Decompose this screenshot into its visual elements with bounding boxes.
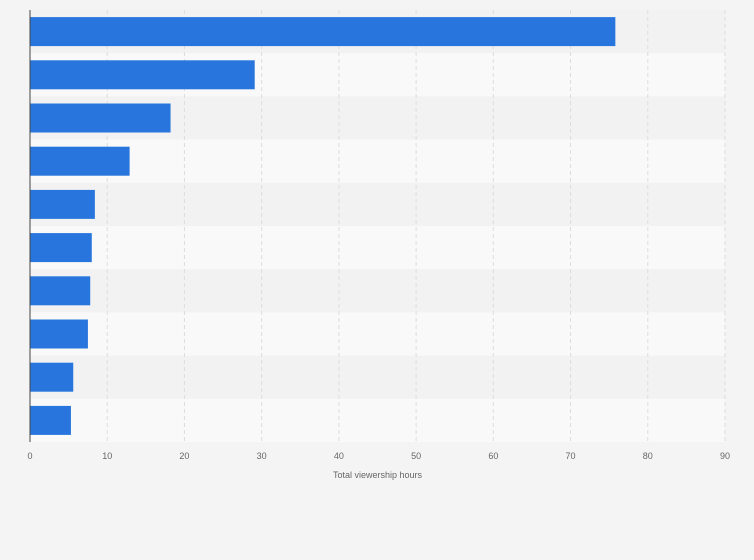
row-band (30, 139, 725, 183)
x-tick-label: 40 (334, 451, 344, 461)
x-tick-label: 90 (720, 451, 730, 461)
bar (30, 60, 255, 90)
row-band (30, 398, 725, 442)
x-tick-label: 70 (566, 451, 576, 461)
bar (30, 103, 171, 133)
x-tick-label: 50 (411, 451, 421, 461)
bar (30, 362, 74, 392)
row-band (30, 312, 725, 356)
x-tick-label: 0 (27, 451, 32, 461)
x-tick-label: 20 (179, 451, 189, 461)
x-tick-label: 80 (643, 451, 653, 461)
bar (30, 405, 71, 435)
bar (30, 319, 88, 349)
bar (30, 17, 616, 47)
row-band (30, 182, 725, 226)
x-axis-title: Total viewership hours (333, 470, 423, 480)
bars (30, 17, 616, 435)
x-tick-label: 60 (488, 451, 498, 461)
bar (30, 189, 95, 219)
x-tick-label: 10 (102, 451, 112, 461)
row-bands (30, 10, 725, 442)
x-tick-label: 30 (257, 451, 267, 461)
bar (30, 146, 130, 176)
row-band (30, 269, 725, 313)
bar (30, 276, 91, 306)
row-band (30, 355, 725, 399)
x-axis-ticks: 0 10 20 30 40 50 60 70 80 90 (27, 451, 730, 461)
bar (30, 233, 92, 263)
row-band (30, 226, 725, 270)
